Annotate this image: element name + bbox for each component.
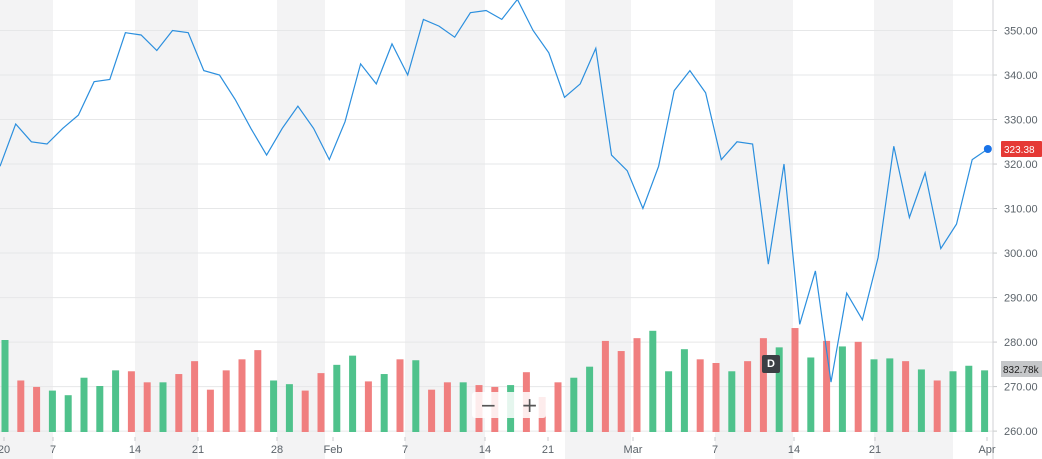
volume-bar[interactable] — [696, 359, 704, 432]
y-tick-label-3: 290.00 — [1004, 293, 1038, 305]
y-tick-label-6: 320.00 — [1004, 159, 1038, 171]
volume-bar[interactable] — [17, 380, 25, 432]
x-tick-label-5: Feb — [324, 444, 343, 456]
volume-bar[interactable] — [175, 374, 183, 432]
x-tick-label-7: 14 — [479, 444, 491, 456]
volume-badge-label: 832.78k — [1003, 365, 1040, 376]
volume-bar[interactable] — [443, 382, 451, 432]
volume-bar[interactable] — [807, 357, 815, 432]
y-tick-label-5: 310.00 — [1004, 204, 1038, 216]
x-tick-label-1: 7 — [50, 444, 56, 456]
volume-bar[interactable] — [680, 349, 688, 432]
week-band-0 — [0, 0, 53, 459]
volume-bar[interactable] — [917, 369, 925, 432]
volume-bar[interactable] — [886, 358, 894, 432]
volume-bar[interactable] — [143, 382, 151, 432]
volume-bar[interactable] — [854, 341, 862, 432]
week-band-6 — [874, 0, 953, 459]
volume-bar[interactable] — [633, 338, 641, 432]
volume-bar[interactable] — [712, 363, 720, 432]
volume-bar[interactable] — [570, 377, 578, 432]
volume-bar[interactable] — [317, 373, 325, 432]
x-tick-label-12: 21 — [869, 444, 881, 456]
x-tick-label-10: 7 — [712, 444, 718, 456]
zoom-out-button[interactable]: − — [480, 393, 497, 417]
volume-bar[interactable] — [949, 371, 957, 432]
volume-bar[interactable] — [96, 386, 104, 432]
volume-bar[interactable] — [617, 351, 625, 432]
volume-bar[interactable] — [965, 365, 973, 432]
volume-badge — [1001, 361, 1042, 377]
x-tick-label-0: 20 — [0, 444, 10, 456]
x-tick-label-2: 14 — [129, 444, 141, 456]
volume-bar[interactable] — [33, 386, 41, 432]
last-price-label: 323.38 — [1004, 145, 1035, 156]
volume-bar[interactable] — [48, 390, 56, 432]
volume-bar[interactable] — [380, 374, 388, 432]
volume-bar[interactable] — [554, 382, 562, 432]
volume-bar[interactable] — [285, 384, 293, 432]
volume-bar[interactable] — [238, 359, 246, 432]
volume-bar[interactable] — [586, 366, 594, 432]
zoom-control[interactable]: − + — [472, 392, 546, 418]
y-tick-label-8: 340.00 — [1004, 70, 1038, 82]
y-tick-label-9: 350.00 — [1004, 26, 1038, 38]
volume-bar[interactable] — [870, 359, 878, 432]
x-tick-label-9: Mar — [624, 444, 643, 456]
volume-bar[interactable] — [159, 382, 167, 432]
volume-bar[interactable] — [791, 328, 799, 432]
volume-bar[interactable] — [254, 350, 262, 432]
x-tick-label-13: Apr — [978, 444, 995, 456]
week-band-2 — [277, 0, 325, 459]
volume-bar[interactable] — [838, 346, 846, 432]
volume-bar[interactable] — [127, 371, 135, 432]
volume-bar[interactable] — [112, 370, 120, 432]
volume-bar[interactable] — [270, 380, 278, 432]
y-tick-label-4: 300.00 — [1004, 248, 1038, 260]
volume-bar[interactable] — [301, 390, 309, 432]
x-tick-label-11: 14 — [788, 444, 800, 456]
volume-bar[interactable] — [902, 361, 910, 432]
y-tick-label-2: 280.00 — [1004, 337, 1038, 349]
volume-bar[interactable] — [64, 395, 72, 432]
volume-bar[interactable] — [775, 347, 783, 432]
volume-bar[interactable] — [396, 359, 404, 432]
volume-bar[interactable] — [933, 380, 941, 432]
y-tick-label-1: 270.00 — [1004, 382, 1038, 394]
volume-bar[interactable] — [665, 371, 673, 432]
volume-bar[interactable] — [428, 389, 436, 432]
volume-bar[interactable] — [333, 364, 341, 432]
volume-bar[interactable] — [459, 382, 467, 432]
y-tick-label-0: 260.00 — [1004, 426, 1038, 438]
volume-bar[interactable] — [206, 389, 214, 432]
volume-bar[interactable] — [981, 370, 989, 432]
volume-bar[interactable] — [744, 361, 752, 432]
volume-bar[interactable] — [412, 360, 420, 432]
volume-bar[interactable] — [349, 355, 357, 432]
x-tick-label-4: 28 — [271, 444, 283, 456]
volume-bar[interactable] — [1, 340, 9, 432]
x-tick-label-6: 7 — [402, 444, 408, 456]
x-tick-label-3: 21 — [192, 444, 204, 456]
volume-bar[interactable] — [80, 377, 88, 432]
volume-bar[interactable] — [222, 370, 230, 432]
zoom-in-button[interactable]: + — [521, 393, 538, 417]
volume-bar[interactable] — [364, 381, 372, 432]
volume-bar[interactable] — [191, 361, 199, 432]
y-tick-label-7: 330.00 — [1004, 115, 1038, 127]
dividend-marker[interactable]: D — [762, 355, 780, 373]
last-price-badge — [1001, 140, 1042, 157]
volume-bar[interactable] — [759, 338, 767, 432]
volume-bar[interactable] — [728, 371, 736, 432]
last-price-dot[interactable] — [983, 144, 992, 153]
volume-bar[interactable] — [649, 330, 657, 432]
volume-bar[interactable] — [601, 340, 609, 432]
x-tick-label-8: 21 — [542, 444, 554, 456]
price-line[interactable] — [0, 0, 989, 383]
volume-bar[interactable] — [823, 340, 831, 432]
